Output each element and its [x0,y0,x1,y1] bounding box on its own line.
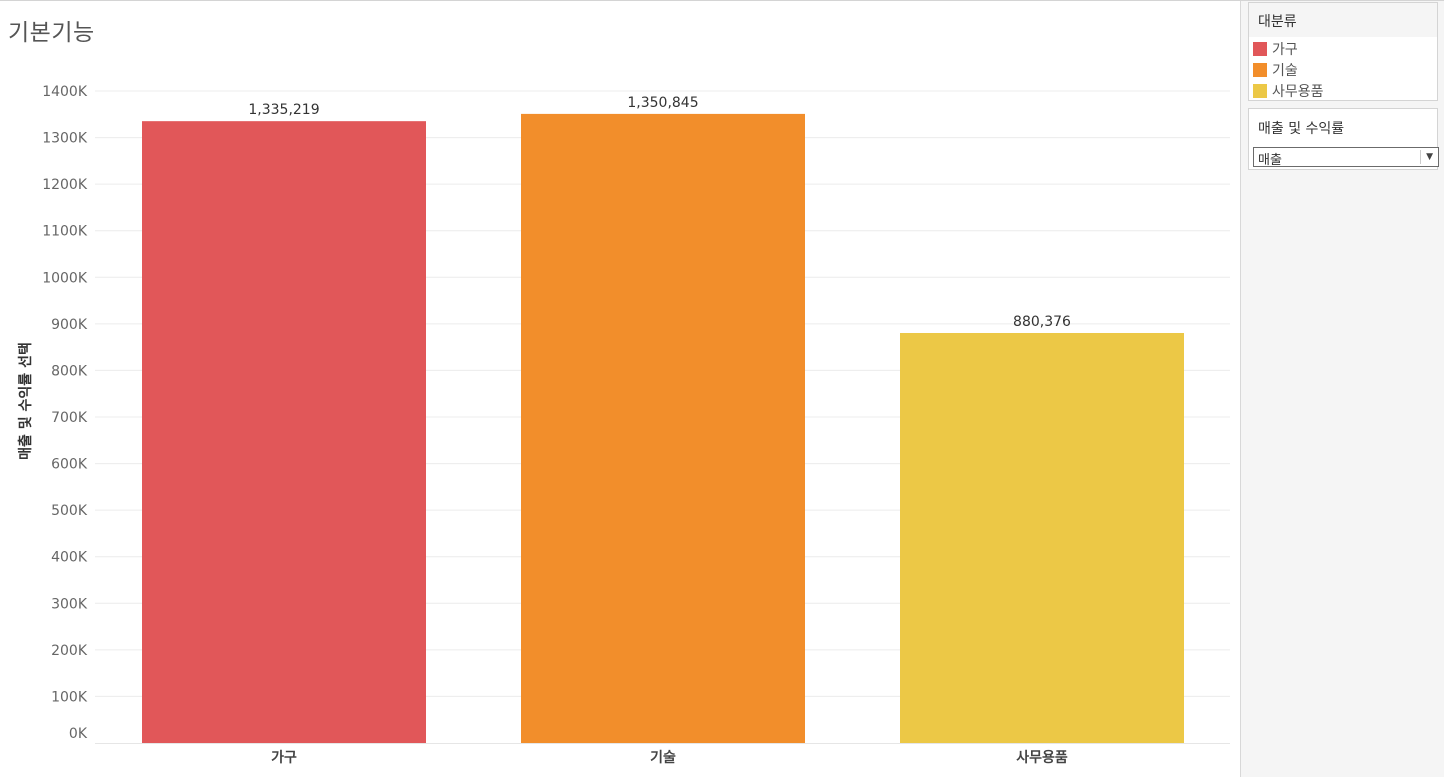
legend-item-office-supplies[interactable]: 사무용품 [1253,82,1324,100]
bar-1 [521,113,805,743]
parameter-card: 매출 및 수익률 매출 ▼ [1248,108,1439,170]
chevron-down-icon[interactable]: ▼ [1426,152,1433,162]
y-tick-label: 1300K [42,131,88,147]
bar-chart: 0K 100K 200K 300K 400K 500K 600K 700K 800K 900K 10… [42,84,1230,766]
y-tick-label: 700K [51,410,88,426]
y-tick-label: 400K [51,550,88,566]
y-tick-label: 900K [51,317,88,333]
sidebar: 대분류 가구 기술 사무용품 매출 및 수익률 매출 ▼ [1240,1,1444,777]
data-label: 1,350,845 [627,95,698,111]
y-tick-label: 800K [51,363,88,379]
legend-swatch [1253,63,1267,77]
x-tick-label: 사무용품 [1016,750,1068,766]
y-tick-label: 1400K [42,84,88,100]
y-tick-label: 100K [51,689,88,705]
y-tick-label: 300K [51,596,88,612]
legend-title: 대분류 [1249,3,1437,37]
legend-item-furniture[interactable]: 가구 [1253,40,1298,58]
dropdown-divider [1420,150,1421,164]
y-tick-label: 1200K [42,177,88,193]
y-axis-label: 매출 및 수익률 선택 [18,342,34,460]
x-tick-label: 기술 [650,750,676,766]
legend-label: 사무용품 [1272,84,1324,100]
legend-card: 대분류 가구 기술 사무용품 [1248,2,1438,101]
page-title: 기본기능 [8,20,95,46]
legend-label: 가구 [1272,42,1298,58]
data-label: 880,376 [1013,314,1071,330]
y-tick-label: 0K [69,726,88,742]
legend-item-technology[interactable]: 기술 [1253,61,1298,79]
legend-swatch [1253,42,1267,56]
y-tick-label: 600K [51,457,88,473]
x-tick-label: 가구 [271,750,297,766]
data-label: 1,335,219 [248,102,319,118]
chart-area: 기본기능 0K 100K 200K 300K 400K 500K 600K 700K 800K 9… [0,1,1240,777]
bar-0 [142,121,426,743]
y-tick-label: 1000K [42,270,88,286]
y-tick-label: 500K [51,503,88,519]
parameter-selected-value: 매출 [1258,153,1282,168]
parameter-title: 매출 및 수익률 [1258,121,1345,137]
y-tick-label: 200K [51,643,88,659]
bar-2 [900,332,1184,743]
legend-label: 기술 [1272,63,1298,79]
legend-swatch [1253,84,1267,98]
y-tick-label: 1100K [42,224,88,240]
parameter-dropdown[interactable]: 매출 ▼ [1253,147,1439,168]
